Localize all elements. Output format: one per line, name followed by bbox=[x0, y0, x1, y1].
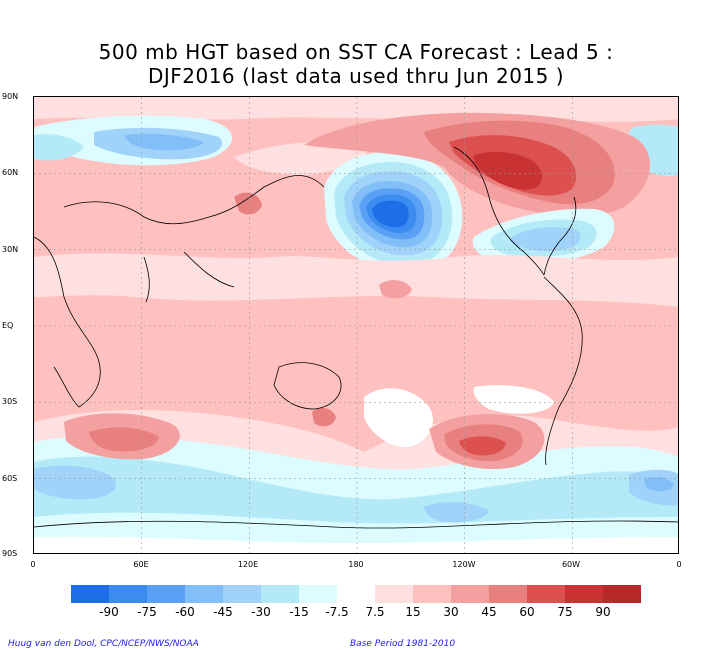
map-panel bbox=[33, 96, 679, 554]
colorbar-label: -75 bbox=[137, 605, 157, 619]
lon-label-180: 180 bbox=[348, 560, 364, 569]
north-america-east-coast bbox=[543, 196, 577, 276]
colorbar-swatch bbox=[603, 585, 641, 603]
tropical-weak-band bbox=[34, 253, 678, 307]
tasman-positive-spot bbox=[312, 407, 336, 427]
colorbar-label: -30 bbox=[251, 605, 271, 619]
south-negative-east-core bbox=[644, 477, 674, 492]
lat-label-90s: 90S bbox=[2, 549, 18, 558]
base-period-text: Base Period 1981-2010 bbox=[350, 639, 456, 649]
colorbar-swatch bbox=[223, 585, 262, 603]
eurasia-coast bbox=[63, 175, 325, 225]
colorbar-swatch bbox=[185, 585, 224, 603]
antarctica-coast bbox=[34, 520, 678, 529]
lon-label-120w: 120W bbox=[452, 560, 476, 569]
lon-label-0-east: 0 bbox=[676, 560, 682, 569]
colorbar-label: 45 bbox=[481, 605, 497, 619]
lon-label-0-west: 0 bbox=[30, 560, 36, 569]
lat-label-60n: 60N bbox=[2, 168, 19, 177]
colorbar-label: -60 bbox=[175, 605, 195, 619]
colorbar-label: -7.5 bbox=[325, 605, 349, 619]
north-negative-west-edge bbox=[34, 134, 84, 161]
tropical-positive-spot bbox=[379, 280, 412, 299]
lat-label-30s: 30S bbox=[2, 397, 18, 406]
south-pacific-high-core bbox=[459, 436, 506, 456]
australia-coast bbox=[273, 362, 342, 410]
colorbar-label: 7.5 bbox=[365, 605, 385, 619]
pacific-trough-core bbox=[372, 200, 409, 228]
south-asia-coast bbox=[143, 251, 235, 303]
lat-label-30n: 30N bbox=[2, 245, 19, 254]
colorbar-label: 60 bbox=[519, 605, 535, 619]
colorbar-swatch bbox=[261, 585, 300, 603]
south-atlantic-neutral bbox=[473, 385, 554, 414]
colorbar-label: 30 bbox=[443, 605, 459, 619]
north-weak-positive-siberia bbox=[234, 141, 366, 175]
colorbar-label: 90 bbox=[595, 605, 611, 619]
colorbar-label: -45 bbox=[213, 605, 233, 619]
lon-label-60e: 60E bbox=[133, 560, 149, 569]
lat-label-90n: 90N bbox=[2, 92, 19, 101]
north-america-west-coast bbox=[453, 146, 545, 276]
coastlines bbox=[34, 146, 678, 529]
colorbar-swatch bbox=[375, 585, 414, 603]
colorbar-swatch bbox=[527, 585, 566, 603]
colorbar-swatch bbox=[71, 585, 110, 603]
colorbar-swatch bbox=[489, 585, 528, 603]
colorbar-swatch bbox=[299, 585, 338, 603]
asia-positive-spot bbox=[234, 192, 262, 215]
lat-label-eq: EQ bbox=[2, 321, 14, 330]
credit-text: Huug van den Dool, CPC/NCEP/NWS/NOAA bbox=[8, 639, 199, 649]
south-pacific-negative-spot bbox=[424, 502, 489, 523]
colorbar-label: 75 bbox=[557, 605, 573, 619]
north-negative-core-asia bbox=[124, 133, 204, 151]
colorbar-label: -15 bbox=[289, 605, 309, 619]
lon-label-60w: 60W bbox=[561, 560, 581, 569]
colorbar-swatch bbox=[451, 585, 490, 603]
colorbar-swatch bbox=[565, 585, 604, 603]
title-line-1: 500 mb HGT based on SST CA Forecast : Le… bbox=[98, 40, 614, 64]
atlantic-negative-core bbox=[510, 227, 581, 252]
lat-lon-grid bbox=[34, 97, 678, 553]
colorbar-label: 15 bbox=[405, 605, 421, 619]
lon-label-120e: 120E bbox=[237, 560, 259, 569]
africa-coast bbox=[34, 236, 101, 408]
polar-neutral bbox=[34, 536, 678, 553]
colorbar-label: -90 bbox=[99, 605, 119, 619]
title-line-2: DJF2016 (last data used thru Jun 2015 ) bbox=[147, 64, 565, 88]
colorbar-swatch bbox=[337, 585, 376, 603]
south-negative-west bbox=[34, 465, 117, 500]
lat-label-60s: 60S bbox=[2, 474, 18, 483]
america-ridge-core bbox=[473, 151, 543, 190]
colorbar-swatch bbox=[413, 585, 452, 603]
anomaly-map bbox=[34, 97, 678, 553]
colorbar-swatch bbox=[147, 585, 186, 603]
colorbar bbox=[71, 585, 641, 603]
south-pacific-neutral bbox=[364, 388, 433, 448]
colorbar-swatch bbox=[109, 585, 148, 603]
south-america-coast bbox=[543, 276, 583, 466]
